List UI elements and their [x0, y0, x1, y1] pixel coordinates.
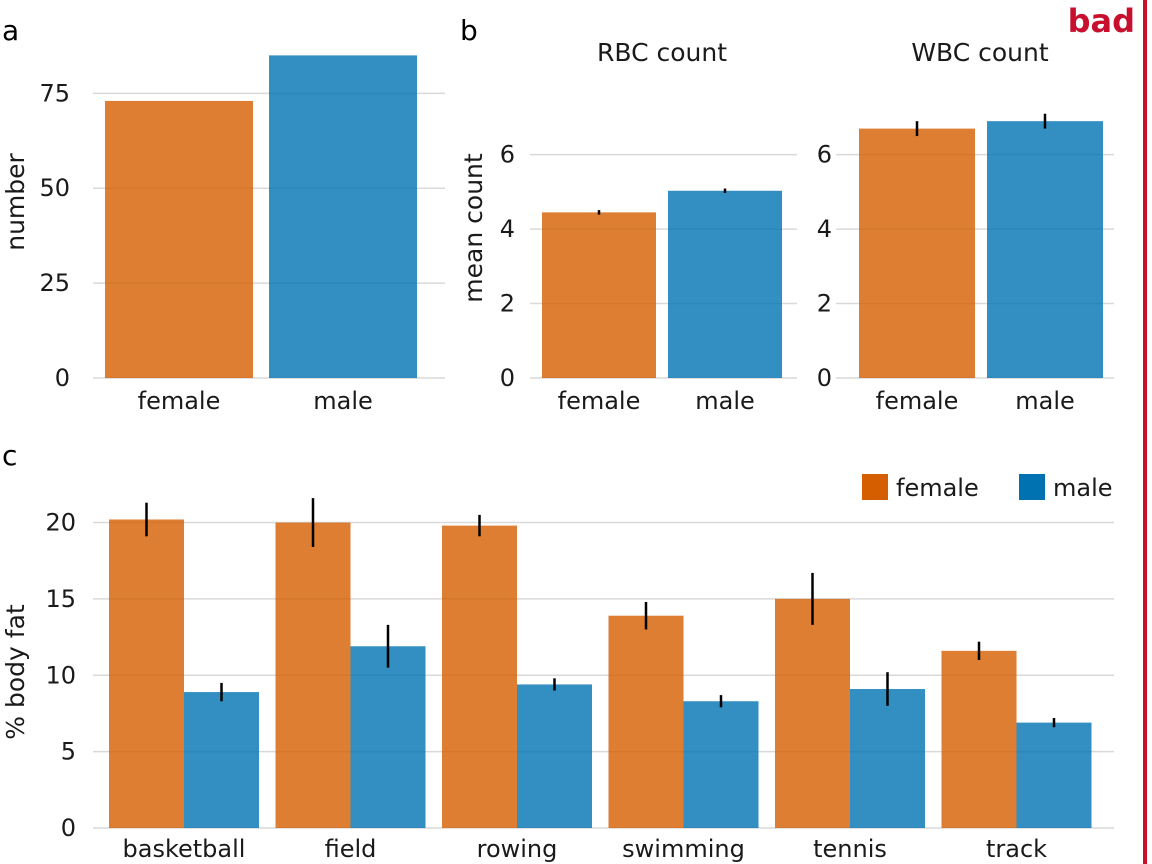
- legend-swatch-female: [862, 474, 888, 500]
- bar-b2-female: [859, 128, 975, 378]
- bar-c-basketball-female: [109, 519, 184, 828]
- bar-c-track-female: [941, 650, 1017, 828]
- xtick-label-b2-female: female: [876, 387, 959, 415]
- ytick-label-b1-4: 4: [500, 215, 515, 243]
- panel-a: 0 25 50 75 female male number: [1, 55, 445, 415]
- ytick-label-c-10: 10: [45, 661, 76, 689]
- ylabel-c: % body fat: [1, 604, 30, 740]
- bar-c-swimming-female: [608, 615, 684, 828]
- xtick-label-b1-male: male: [695, 387, 755, 415]
- bar-a-male: [269, 55, 417, 379]
- xtick-label-c-basketball: basketball: [123, 835, 246, 863]
- ytick-label-a-0: 0: [55, 364, 70, 392]
- xtick-label-a-female: female: [138, 387, 221, 415]
- legend-label-male: male: [1053, 474, 1113, 502]
- bar-b2-male: [987, 121, 1103, 379]
- ytick-label-c-0: 0: [61, 814, 76, 842]
- xtick-label-a-male: male: [313, 387, 373, 415]
- panel-letter-c: c: [2, 439, 17, 472]
- ytick-label-c-20: 20: [45, 509, 76, 537]
- ytick-label-b2-4: 4: [817, 215, 832, 243]
- bad-label: bad: [1068, 2, 1135, 40]
- ytick-label-b2-0: 0: [817, 364, 832, 392]
- ytick-label-a-25: 25: [39, 269, 70, 297]
- ytick-label-b2-6: 6: [817, 141, 832, 169]
- bar-c-rowing-female: [442, 525, 517, 828]
- facet-title-rbc: RBC count: [597, 38, 727, 67]
- ytick-label-b2-2: 2: [817, 290, 832, 318]
- panel-b-rbc: RBC count 0 2 4 6 female male mean count: [459, 38, 797, 415]
- bar-c-basketball-male: [184, 692, 259, 828]
- ytick-label-b1-2: 2: [500, 290, 515, 318]
- legend: female male: [862, 474, 1113, 502]
- ytick-label-b1-6: 6: [500, 141, 515, 169]
- panel-b-wbc: WBC count 0 2 4 6 female male: [817, 38, 1114, 415]
- xtick-label-b1-female: female: [558, 387, 641, 415]
- facet-title-wbc: WBC count: [911, 38, 1049, 67]
- xtick-label-c-rowing: rowing: [477, 835, 558, 863]
- xtick-label-c-tennis: tennis: [813, 835, 887, 863]
- ytick-label-c-15: 15: [45, 585, 76, 613]
- legend-label-female: female: [896, 474, 979, 502]
- legend-swatch-male: [1019, 474, 1045, 500]
- bar-a-female: [105, 100, 253, 378]
- bar-b1-female: [542, 212, 656, 378]
- xtick-label-c-field: field: [325, 835, 377, 863]
- bar-c-rowing-male: [517, 684, 592, 828]
- bar-c-field-male: [350, 646, 426, 828]
- xtick-label-c-track: track: [986, 835, 1047, 863]
- panel-letter-a: a: [2, 14, 19, 47]
- bar-b1-male: [668, 190, 782, 378]
- xtick-label-c-swimming: swimming: [622, 835, 745, 863]
- bar-c-tennis-male: [850, 689, 925, 828]
- ytick-label-b1-0: 0: [500, 364, 515, 392]
- xtick-label-b2-male: male: [1015, 387, 1075, 415]
- bar-c-field-female: [275, 522, 351, 828]
- panel-c: 0 5 10 15 20 basketball field rowing swimming te…: [1, 474, 1114, 863]
- ylabel-a: number: [1, 152, 30, 250]
- bar-c-track-male: [1016, 722, 1092, 828]
- ytick-label-c-5: 5: [61, 738, 76, 766]
- ylabel-b: mean count: [459, 153, 488, 303]
- panel-letter-b: b: [460, 14, 478, 47]
- bad-border: [1143, 0, 1147, 864]
- ytick-label-a-50: 50: [39, 174, 70, 202]
- bar-c-swimming-male: [683, 701, 759, 828]
- ytick-label-a-75: 75: [39, 79, 70, 107]
- bar-c-tennis-female: [775, 598, 850, 828]
